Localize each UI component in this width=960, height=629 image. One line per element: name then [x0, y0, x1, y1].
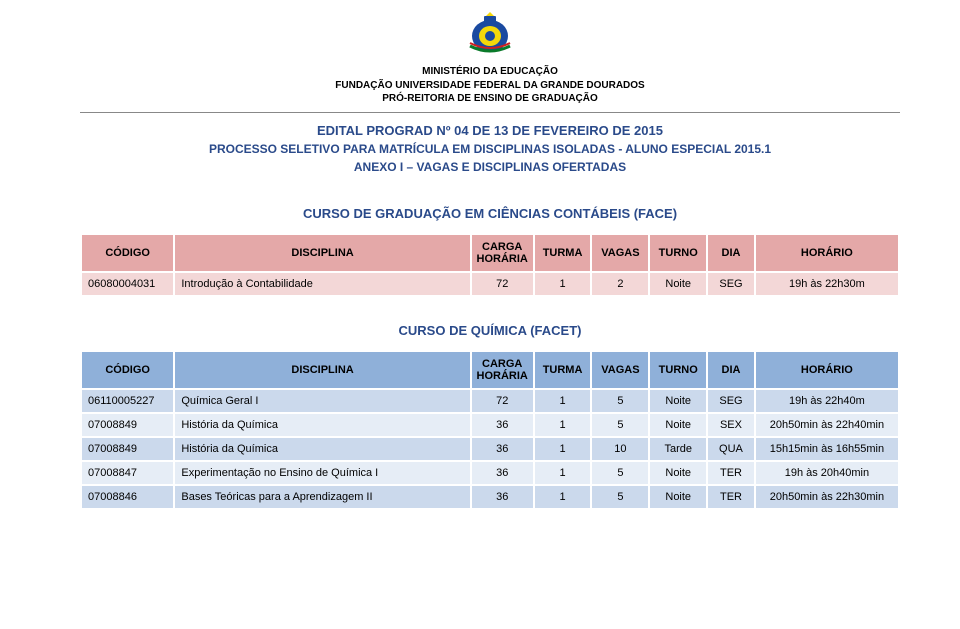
ministry-line-2: FUNDAÇÃO UNIVERSIDADE FEDERAL DA GRANDE …	[80, 79, 900, 93]
cell-turma: 1	[535, 438, 591, 460]
cell-dia: QUA	[708, 438, 754, 460]
cell-horario: 20h50min às 22h40min	[756, 414, 898, 436]
cell-disciplina: Experimentação no Ensino de Química I	[175, 462, 469, 484]
cell-carga: 36	[472, 462, 533, 484]
header-divider	[80, 112, 900, 113]
cell-turma: 1	[535, 390, 591, 412]
header-block: MINISTÉRIO DA EDUCAÇÃO FUNDAÇÃO UNIVERSI…	[80, 10, 900, 113]
table-header: CÓDIGO DISCIPLINA CARGA HORÁRIA TURMA VA…	[82, 235, 898, 271]
cell-dia: SEG	[708, 273, 754, 295]
edital-title: EDITAL PROGRAD Nº 04 DE 13 DE FEVEREIRO …	[80, 123, 900, 138]
cell-horario: 19h às 22h40m	[756, 390, 898, 412]
table-row: 07008849História da Química36110TardeQUA…	[82, 438, 898, 460]
col-codigo: CÓDIGO	[82, 352, 173, 388]
table-row: 07008847Experimentação no Ensino de Quím…	[82, 462, 898, 484]
table-header: CÓDIGO DISCIPLINA CARGA HORÁRIA TURMA VA…	[82, 352, 898, 388]
cell-dia: SEG	[708, 390, 754, 412]
cell-vagas: 10	[592, 438, 648, 460]
title-block: EDITAL PROGRAD Nº 04 DE 13 DE FEVEREIRO …	[80, 123, 900, 174]
page: MINISTÉRIO DA EDUCAÇÃO FUNDAÇÃO UNIVERSI…	[0, 0, 960, 520]
cell-turma: 1	[535, 414, 591, 436]
table-row: 06110005227Química Geral I7215NoiteSEG19…	[82, 390, 898, 412]
cell-turno: Tarde	[650, 438, 706, 460]
cell-vagas: 2	[592, 273, 648, 295]
cell-turma: 1	[535, 462, 591, 484]
table-contabeis: CÓDIGO DISCIPLINA CARGA HORÁRIA TURMA VA…	[80, 233, 900, 297]
col-horario: HORÁRIO	[756, 352, 898, 388]
table-row: 06080004031Introdução à Contabilidade721…	[82, 273, 898, 295]
cell-turno: Noite	[650, 462, 706, 484]
cell-turno: Noite	[650, 390, 706, 412]
col-turno: TURNO	[650, 352, 706, 388]
cell-codigo: 07008847	[82, 462, 173, 484]
cell-disciplina: História da Química	[175, 438, 469, 460]
cell-carga: 72	[472, 273, 533, 295]
col-turma: TURMA	[535, 235, 591, 271]
table-quimica: CÓDIGO DISCIPLINA CARGA HORÁRIA TURMA VA…	[80, 350, 900, 510]
cell-carga: 72	[472, 390, 533, 412]
col-dia: DIA	[708, 235, 754, 271]
course-title-contabeis: CURSO DE GRADUAÇÃO EM CIÊNCIAS CONTÁBEIS…	[80, 206, 900, 221]
cell-vagas: 5	[592, 390, 648, 412]
anexo-title: ANEXO I – VAGAS E DISCIPLINAS OFERTADAS	[80, 160, 900, 174]
cell-codigo: 06110005227	[82, 390, 173, 412]
cell-turno: Noite	[650, 273, 706, 295]
cell-codigo: 07008849	[82, 438, 173, 460]
cell-turno: Noite	[650, 414, 706, 436]
cell-horario: 15h15min às 16h55min	[756, 438, 898, 460]
processo-title: PROCESSO SELETIVO PARA MATRÍCULA EM DISC…	[80, 142, 900, 156]
col-dia: DIA	[708, 352, 754, 388]
cell-horario: 19h às 22h30m	[756, 273, 898, 295]
table-body: 06110005227Química Geral I7215NoiteSEG19…	[82, 390, 898, 508]
cell-codigo: 06080004031	[82, 273, 173, 295]
cell-disciplina: Bases Teóricas para a Aprendizagem II	[175, 486, 469, 508]
col-carga: CARGA HORÁRIA	[472, 352, 533, 388]
cell-carga: 36	[472, 438, 533, 460]
col-carga: CARGA HORÁRIA	[472, 235, 533, 271]
ministry-lines: MINISTÉRIO DA EDUCAÇÃO FUNDAÇÃO UNIVERSI…	[80, 65, 900, 106]
cell-turma: 1	[535, 486, 591, 508]
cell-carga: 36	[472, 486, 533, 508]
table-row: 07008849História da Química3615NoiteSEX2…	[82, 414, 898, 436]
cell-vagas: 5	[592, 486, 648, 508]
col-vagas: VAGAS	[592, 352, 648, 388]
ministry-line-3: PRÓ-REITORIA DE ENSINO DE GRADUAÇÃO	[80, 92, 900, 106]
ministry-line-1: MINISTÉRIO DA EDUCAÇÃO	[80, 65, 900, 79]
col-disciplina: DISCIPLINA	[175, 352, 469, 388]
cell-dia: TER	[708, 486, 754, 508]
cell-turno: Noite	[650, 486, 706, 508]
cell-vagas: 5	[592, 414, 648, 436]
cell-turma: 1	[535, 273, 591, 295]
table-body: 06080004031Introdução à Contabilidade721…	[82, 273, 898, 295]
cell-codigo: 07008846	[82, 486, 173, 508]
cell-dia: TER	[708, 462, 754, 484]
col-disciplina: DISCIPLINA	[175, 235, 469, 271]
cell-codigo: 07008849	[82, 414, 173, 436]
col-horario: HORÁRIO	[756, 235, 898, 271]
cell-disciplina: Introdução à Contabilidade	[175, 273, 469, 295]
col-turno: TURNO	[650, 235, 706, 271]
cell-horario: 20h50min às 22h30min	[756, 486, 898, 508]
course-title-quimica: CURSO DE QUÍMICA (FACET)	[80, 323, 900, 338]
col-vagas: VAGAS	[592, 235, 648, 271]
cell-dia: SEX	[708, 414, 754, 436]
brazil-crest-icon	[464, 12, 516, 61]
cell-carga: 36	[472, 414, 533, 436]
col-turma: TURMA	[535, 352, 591, 388]
cell-horario: 19h às 20h40min	[756, 462, 898, 484]
cell-disciplina: História da Química	[175, 414, 469, 436]
cell-vagas: 5	[592, 462, 648, 484]
col-codigo: CÓDIGO	[82, 235, 173, 271]
cell-disciplina: Química Geral I	[175, 390, 469, 412]
table-row: 07008846Bases Teóricas para a Aprendizag…	[82, 486, 898, 508]
